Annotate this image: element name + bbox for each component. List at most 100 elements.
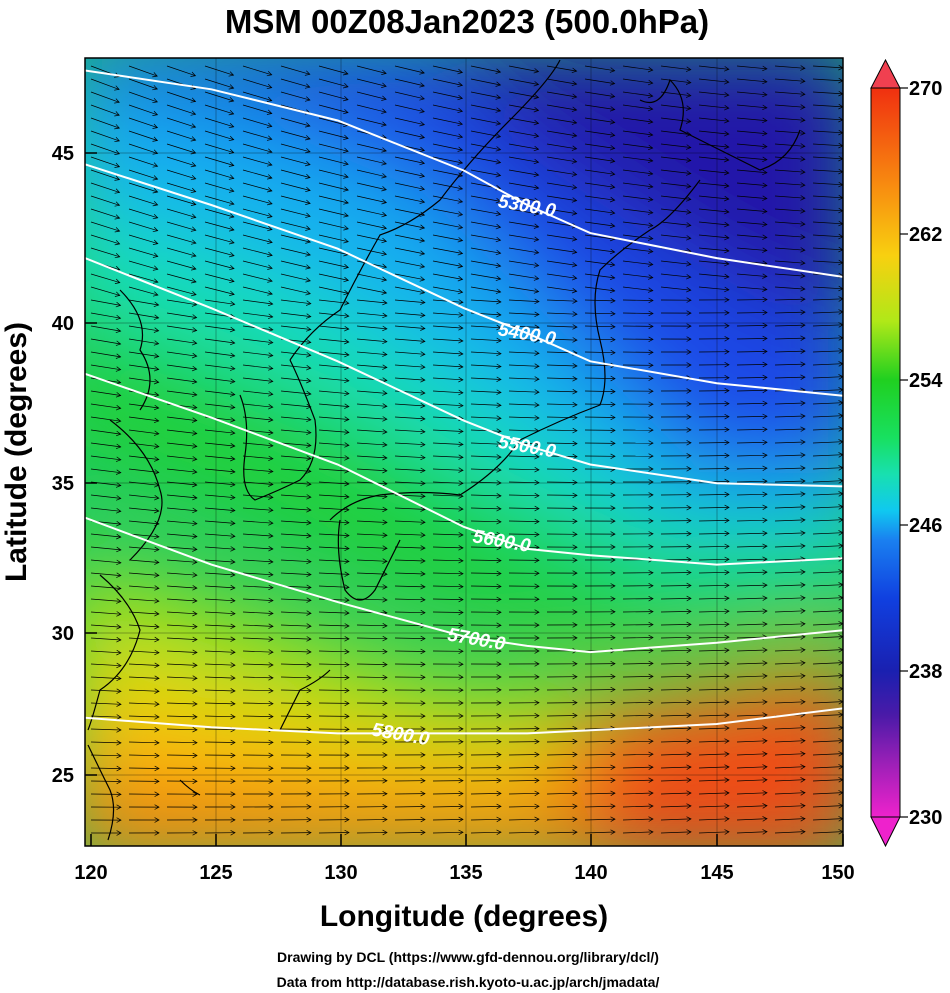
wind-streak [204,117,234,128]
wind-arrowhead [154,752,160,759]
wind-arrowhead [800,65,806,71]
wind-arrowhead [115,301,122,308]
wind-arrowhead [686,777,692,783]
wind-arrowhead [306,726,312,733]
wind-streak [508,533,540,535]
wind-streak [546,741,578,743]
wind-streak [356,520,388,523]
wind-arrowhead [533,275,540,281]
wind-arrowhead [116,533,122,540]
wind-streak [242,130,272,140]
wind-streak [584,390,616,392]
wind-streak [470,481,502,484]
wind-streak [812,688,843,691]
wind-streak [698,558,730,561]
wind-streak [812,311,843,314]
wind-arrowhead [267,212,273,219]
wind-arrowhead [458,661,464,667]
wind-streak [242,611,274,614]
wind-arrowhead [572,751,578,758]
wind-arrowhead [533,236,540,242]
wind-arrowhead [306,455,312,461]
wind-streak [698,740,730,743]
wind-streak [546,754,578,756]
wind-arrowhead [610,764,616,771]
wind-arrowhead [724,712,730,718]
wind-streak [812,649,843,652]
wind-arrowhead [419,95,425,101]
wind-streak [698,169,729,174]
wind-arrowhead [534,751,540,758]
wind-streak [204,338,235,344]
wind-streak [432,429,464,432]
wind-streak [204,377,235,383]
wind-arrowhead [305,264,311,270]
wind-arrowhead [838,543,843,549]
wind-streak [660,831,692,834]
wind-streak [432,286,463,293]
wind-streak [356,208,387,216]
wind-streak [736,740,768,743]
wind-arrowhead [800,725,806,731]
wind-arrowhead [382,390,388,396]
wind-arrowhead [153,301,160,308]
wind-streak [508,520,540,522]
wind-streak [318,676,350,678]
wind-arrowhead [230,688,236,694]
wind-arrowhead [305,300,312,306]
wind-streak [508,507,540,509]
wind-streak [280,572,312,575]
wind-streak [546,286,577,292]
wind-streak [166,702,198,705]
wind-arrowhead [229,226,235,232]
wind-arrowhead [800,234,806,240]
wind-arrowhead [268,649,274,655]
wind-arrowhead [534,505,540,512]
wind-arrowhead [533,132,540,139]
wind-arrowhead [496,376,502,383]
wind-streak [774,584,806,587]
wind-arrowhead [154,507,160,514]
wind-streak [698,156,729,161]
wind-streak [736,273,767,277]
wind-streak [166,676,198,679]
wind-streak [812,195,843,199]
wind-arrowhead [152,85,158,91]
wind-streak [736,831,768,834]
wind-arrowhead [268,404,274,410]
wind-arrowhead [647,105,654,112]
wind-arrowhead [800,764,806,770]
wind-arrowhead [762,182,768,188]
wind-streak [698,753,730,756]
wind-streak [356,429,387,433]
wind-arrowhead [268,636,274,642]
wind-streak [204,533,235,537]
wind-arrowhead [800,608,806,614]
wind-arrowhead [762,296,768,303]
wind-arrowhead [382,429,388,435]
wind-streak [698,714,730,717]
wind-streak [280,312,311,317]
wind-streak [508,299,540,302]
wind-arrowhead [268,455,274,462]
wind-streak [546,403,578,406]
wind-arrowhead [647,118,654,125]
wind-streak [280,325,311,330]
wind-streak [432,806,464,808]
wind-arrowhead [647,92,654,99]
wind-arrowhead [116,508,122,514]
wind-arrowhead [268,429,274,436]
wind-streak [470,559,502,561]
wind-arrowhead [382,351,388,357]
wind-streak [584,221,615,227]
wind-streak [584,403,616,405]
wind-streak [166,624,198,628]
x-tick-label: 135 [449,862,482,884]
wind-arrowhead [571,93,578,100]
wind-arrowhead [229,252,235,258]
wind-arrowhead [838,621,843,627]
wind-streak [204,390,235,395]
wind-arrowhead [114,111,120,117]
wind-streak [394,585,426,588]
wind-arrowhead [306,662,312,668]
